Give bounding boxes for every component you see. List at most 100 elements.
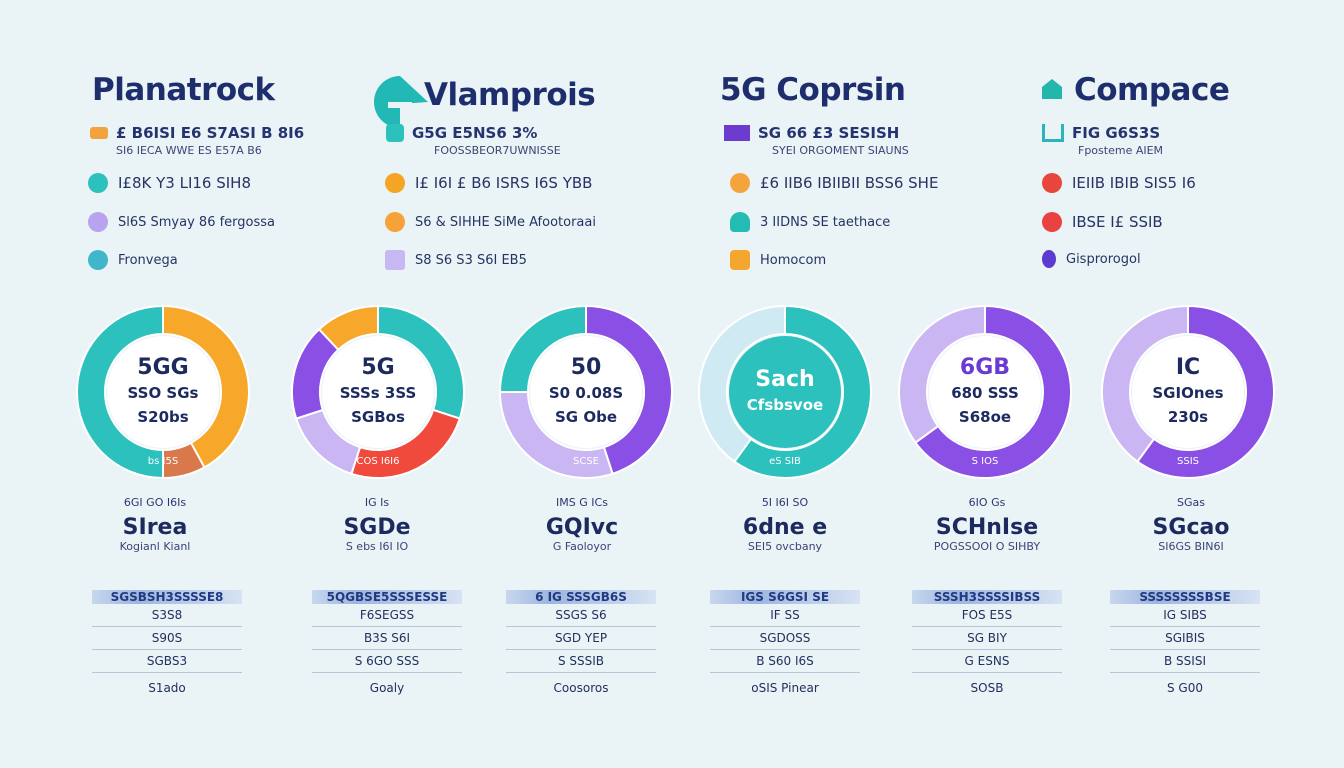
header-planatrock: Planatrock bbox=[92, 72, 275, 108]
comparison-table: 6 IG SSSGB6S SSGS S6 SGD YEP S SSSIB Coo… bbox=[506, 590, 656, 695]
donut-center-label: S68oe bbox=[959, 408, 1011, 426]
comparison-table: SSSH3SSSSIBSS FOS E5S SG BIY G ESNS SOSB bbox=[912, 590, 1062, 695]
stat-block: 6IO Gs SCHnIse POGSSOOI O SIHBY bbox=[933, 496, 1041, 553]
donut-slice-label: bs I5S bbox=[148, 456, 178, 467]
donut-center-label: S0 0.08S bbox=[549, 384, 623, 402]
page-title: Compace bbox=[1074, 72, 1230, 108]
donut-slice-label: eS SIB bbox=[769, 456, 801, 467]
donut-slice bbox=[1136, 304, 1275, 479]
donut-hole bbox=[929, 336, 1041, 448]
donut-center-label: SSSs 3SS bbox=[340, 384, 417, 402]
page-title: 5G Coprsin bbox=[720, 72, 906, 108]
feature-item: I£8K Y3 LI16 SIH8 bbox=[88, 173, 251, 193]
donut-slice bbox=[317, 304, 379, 352]
donut-slice-label: SCSE bbox=[573, 456, 599, 467]
purple-pen-icon bbox=[385, 250, 405, 270]
stat-block: 6GI GO I6Is SIrea Kogianl Kianl bbox=[119, 496, 191, 553]
donut-slice bbox=[698, 304, 786, 463]
table-row: G ESNS bbox=[912, 650, 1062, 673]
feature-item: I£ I6I £ B6 ISRS I6S YBB bbox=[385, 173, 592, 193]
orange-ring-icon bbox=[385, 212, 405, 232]
donut-center-label: 5G bbox=[361, 355, 394, 380]
table-row: SG BIY bbox=[912, 627, 1062, 650]
comparison-table: IGS S6GSI SE IF SS SGDOSS B S60 I6S oSIS… bbox=[710, 590, 860, 695]
table-row: B SSISI bbox=[1110, 650, 1260, 673]
header-5g-coprsin: 5G Coprsin bbox=[720, 72, 906, 108]
orange-circle-icon bbox=[385, 173, 405, 193]
feature-item: 3 IIDNS SE taethace bbox=[730, 212, 890, 232]
donut-center-label: 680 SSS bbox=[951, 384, 1019, 402]
feature-item: Sl6S Smyay 86 fergossa bbox=[88, 212, 275, 232]
donut-hole bbox=[322, 336, 434, 448]
comparison-table: SSSSSSSSBSE IG SIBS SGIBIS B SSISI S G00 bbox=[1110, 590, 1260, 695]
info-icon bbox=[88, 250, 108, 270]
feature-item: S6 & SIHHE SiMe Afootoraai bbox=[385, 212, 596, 232]
donut-center-label: IC bbox=[1176, 355, 1200, 380]
stat-block: 5I I6I SO 6dne e SEI5 ovcbany bbox=[742, 496, 828, 553]
header-compace: Compace bbox=[1038, 72, 1230, 108]
table-row: S SSSIB bbox=[506, 650, 656, 673]
table-row: FOS E5S bbox=[912, 604, 1062, 627]
donut-center-label: 230s bbox=[1168, 408, 1208, 426]
subheading: £ B6ISI E6 S7ASI B 8I6 SI6 IECA WWE ES E… bbox=[90, 124, 304, 157]
table-row: IG SIBS bbox=[1110, 604, 1260, 627]
orange-badge-icon bbox=[90, 127, 108, 139]
teal-phone-icon bbox=[386, 124, 404, 142]
purple-tower-icon bbox=[724, 125, 750, 141]
feature-item: Fronvega bbox=[88, 250, 178, 270]
donut-slice bbox=[914, 304, 1072, 479]
red-shield-icon bbox=[1042, 173, 1062, 193]
donut-slice bbox=[733, 304, 872, 479]
donut-slice bbox=[585, 304, 673, 476]
teal-circle-icon bbox=[88, 173, 108, 193]
teal-cloud-icon bbox=[730, 212, 750, 232]
feature-item: Homocom bbox=[730, 250, 826, 270]
donut-hole bbox=[530, 336, 642, 448]
compace-logo-icon bbox=[1038, 75, 1068, 105]
donut-center-label: SGIOnes bbox=[1152, 384, 1223, 402]
stat-block: SGas SGcao SI6GS BIN6I bbox=[1152, 496, 1230, 553]
donut-center-label: SSO SGs bbox=[128, 384, 199, 402]
feature-item: IEIIB IBIB SIS5 I6 bbox=[1042, 173, 1196, 193]
table-row: SGBS3 bbox=[92, 650, 242, 673]
table-row: S3S8 bbox=[92, 604, 242, 627]
donut-slice bbox=[498, 304, 587, 393]
subheading: FIG G6S3S Fposteme AIEM bbox=[1042, 124, 1163, 157]
header-vlamprois: Vlamprois bbox=[372, 72, 596, 128]
donut-slice bbox=[76, 304, 164, 480]
feature-item: IBSE I£ SSIB bbox=[1042, 212, 1163, 232]
subheading: G5G E5NS6 3% FOOSSBEOR7UWNISSE bbox=[386, 124, 561, 157]
orange-hand-icon bbox=[730, 250, 750, 270]
donut-hole bbox=[107, 336, 219, 448]
table-row: SGD YEP bbox=[506, 627, 656, 650]
donut-slice bbox=[898, 304, 986, 444]
donut-center-label: Sach bbox=[755, 367, 814, 392]
teal-signal-icon bbox=[1042, 124, 1064, 142]
donut-slice bbox=[1101, 304, 1189, 463]
donut-slice-label: SSIS bbox=[1177, 456, 1199, 467]
comparison-table: SGSBSH3SSSSE8 S3S8 S90S SGBS3 S1ado bbox=[92, 590, 242, 695]
page-title: Vlamprois bbox=[424, 77, 596, 113]
table-row: IF SS bbox=[710, 604, 860, 627]
donut-slice-label: S IOS bbox=[972, 456, 999, 467]
donut-center-label: Cfsbsvoe bbox=[747, 396, 823, 414]
donut-hole bbox=[1132, 336, 1244, 448]
table-row: SGIBIS bbox=[1110, 627, 1260, 650]
table-row: S90S bbox=[92, 627, 242, 650]
donut-center-label: SG Obe bbox=[555, 408, 617, 426]
table-row: F6SEGSS bbox=[312, 604, 462, 627]
donut-hole bbox=[729, 336, 841, 448]
table-row: B S60 I6S bbox=[710, 650, 860, 673]
comparison-table: 5QGBSE5SSSESSE F6SEGSS B3S S6I S 6GO SSS… bbox=[312, 590, 462, 695]
table-row: SSGS S6 bbox=[506, 604, 656, 627]
donut-center-label: 5GG bbox=[137, 355, 188, 380]
orange-cog-icon bbox=[730, 173, 750, 193]
donut-slice bbox=[162, 304, 250, 469]
table-row: SGDOSS bbox=[710, 627, 860, 650]
table-row: S 6GO SSS bbox=[312, 650, 462, 673]
stat-block: IMS G ICs GQIvc G Faoloyor bbox=[545, 496, 619, 553]
feature-item: £6 IIB6 IBIIBII BSS6 SHE bbox=[730, 173, 938, 193]
feature-item: S8 S6 S3 S6I EB5 bbox=[385, 250, 527, 270]
page-title: Planatrock bbox=[92, 72, 275, 108]
purple-circle-icon bbox=[88, 212, 108, 232]
